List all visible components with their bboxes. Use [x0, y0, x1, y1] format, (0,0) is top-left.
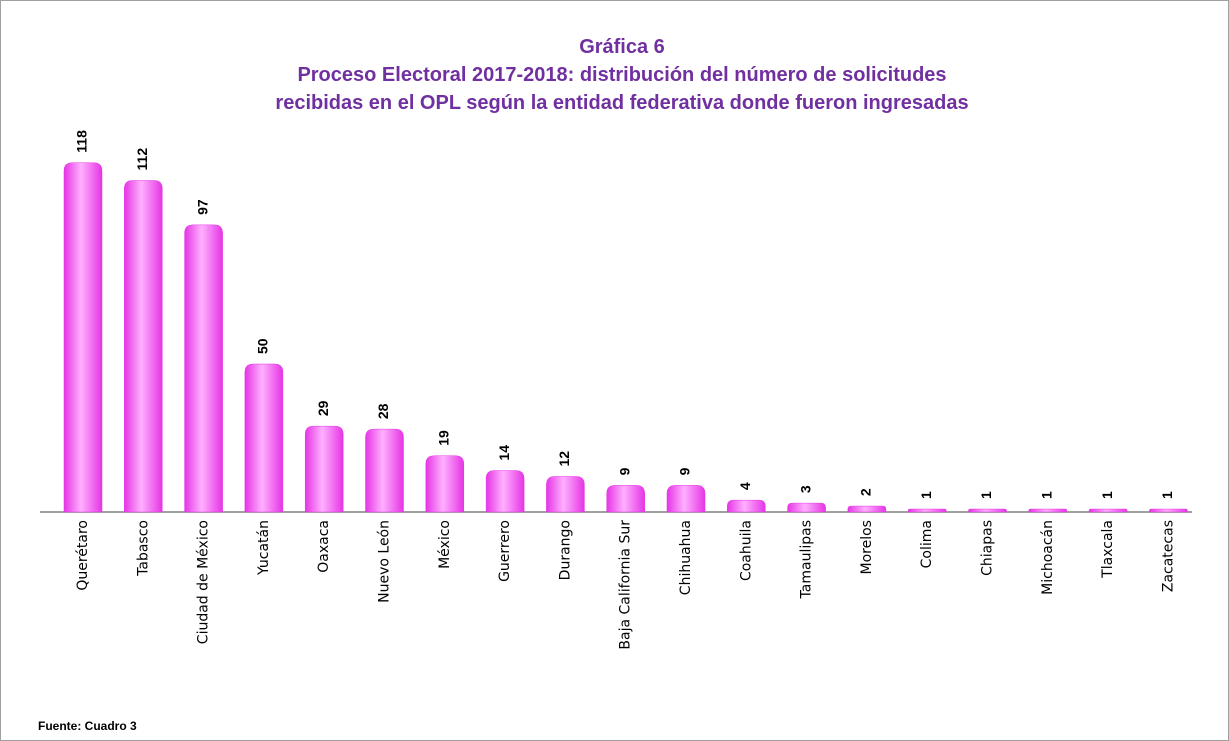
bar [365, 428, 404, 513]
bar [546, 476, 585, 513]
x-tick-label: Tabasco [135, 520, 151, 577]
x-tick-label: Durango [557, 520, 573, 580]
data-label: 9 [616, 467, 632, 475]
bar [787, 502, 826, 513]
bar [1149, 508, 1188, 513]
data-label: 1 [1159, 491, 1175, 499]
x-tick-label: Chihuahua [678, 520, 694, 595]
chart-subtitle: recibidas en el OPL según la entidad fed… [275, 92, 968, 114]
data-label: 1 [978, 491, 994, 499]
bar [847, 505, 887, 513]
x-tick-label: Tlaxcala [1100, 520, 1116, 579]
x-tick-label: Baja California Sur [618, 520, 634, 650]
data-label: 1 [1099, 491, 1115, 499]
data-label: 28 [375, 403, 391, 419]
data-label: 14 [496, 445, 512, 461]
bar [485, 470, 525, 513]
x-tick-label: Oaxaca [316, 520, 332, 573]
data-label: 97 [194, 199, 210, 215]
bar [425, 455, 465, 513]
x-tick-label: Chiapas [980, 520, 996, 576]
bar [184, 224, 223, 513]
data-label: 1 [918, 491, 934, 499]
bar [124, 180, 163, 513]
x-tick-label: Morelos [859, 520, 875, 574]
data-label: 3 [797, 485, 813, 493]
data-label: 19 [436, 430, 452, 446]
bar [244, 363, 284, 513]
chart-title: Gráfica 6 [579, 36, 665, 58]
x-tick-label: Ciudad de México [196, 520, 212, 644]
chart-subtitle: Proceso Electoral 2017-2018: distribució… [297, 64, 946, 86]
bar [1088, 508, 1128, 513]
data-label: 9 [677, 467, 693, 475]
bar [727, 499, 766, 513]
data-label: 2 [858, 488, 874, 496]
data-label: 4 [737, 482, 753, 490]
data-label: 29 [315, 400, 331, 416]
bar [606, 485, 645, 513]
x-tick-label: México [437, 520, 453, 569]
data-label: 12 [556, 451, 572, 467]
data-label: 50 [255, 338, 271, 354]
bar [304, 425, 344, 513]
x-tick-label: Tamaulipas [799, 520, 815, 599]
data-label: 1 [1039, 491, 1055, 499]
x-tick-label: Nuevo León [377, 520, 393, 603]
x-tick-label: Querétaro [75, 520, 91, 591]
bar [63, 162, 103, 513]
x-tick-label: Coahuila [738, 520, 754, 581]
bar [666, 485, 706, 513]
x-tick-label: Colima [919, 520, 935, 568]
bar [1028, 508, 1068, 513]
bar [968, 508, 1007, 513]
x-tick-label: Michoacán [1040, 520, 1056, 595]
x-tick-label: Guerrero [497, 520, 513, 582]
source-note: Fuente: Cuadro 3 [38, 719, 137, 733]
x-tick-label: Yucatán [256, 520, 272, 576]
data-label: 112 [134, 148, 150, 171]
bar [907, 508, 947, 513]
x-tick-label: Zacatecas [1160, 520, 1176, 592]
data-label: 118 [74, 130, 90, 153]
